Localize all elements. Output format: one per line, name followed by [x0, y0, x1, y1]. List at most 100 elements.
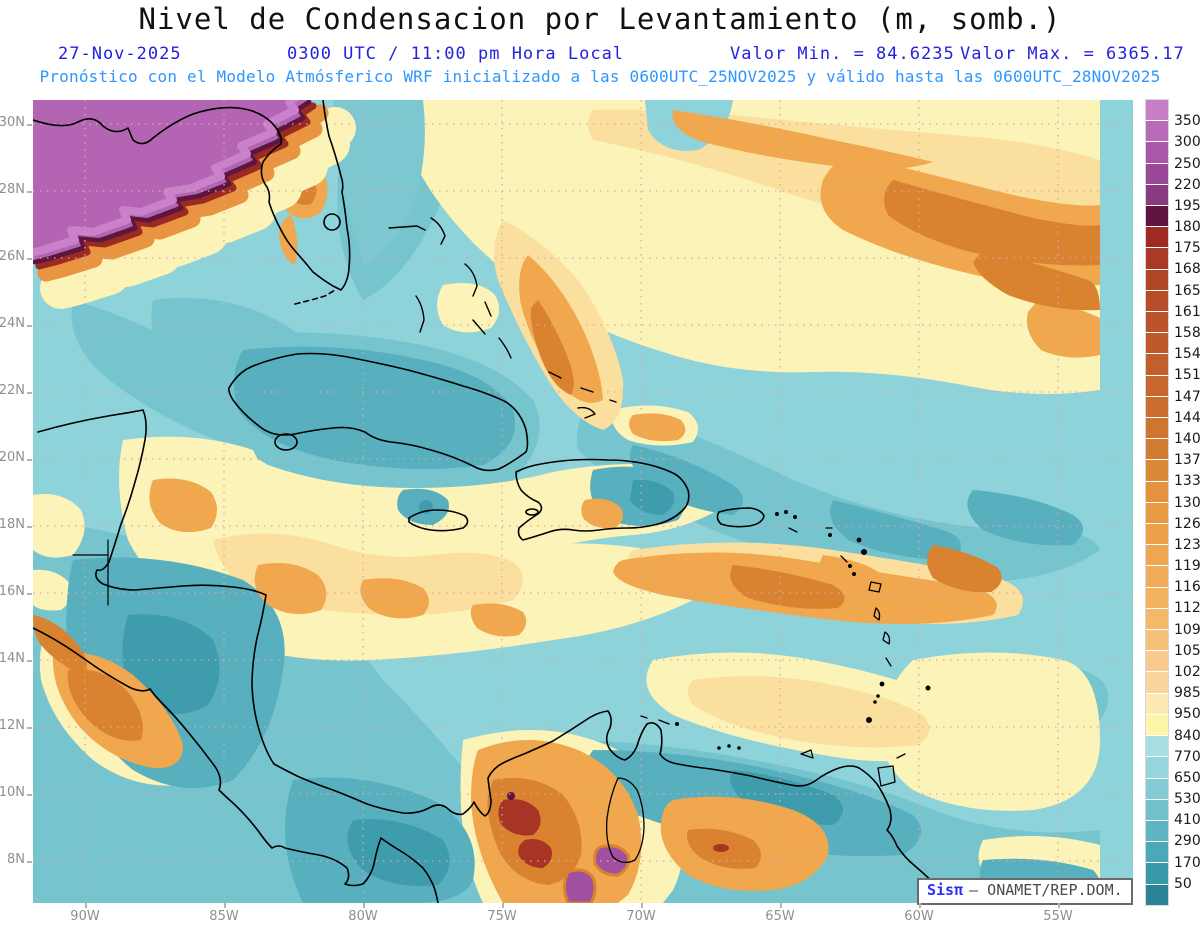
colorbar-label: 1370 [1174, 452, 1200, 469]
colorbar-labels: 3500 3000 2500 2200 1950 1800 1750 1685 1650 1615… [1174, 100, 1200, 912]
colorbar-segment [1146, 714, 1168, 737]
colorbar-label: 1510 [1174, 367, 1200, 384]
colorbar-segment [1146, 736, 1168, 758]
colorbar-segment [1146, 757, 1168, 779]
lat-tick [27, 727, 32, 729]
lat-tick [27, 258, 32, 260]
lat-label: 16N [0, 584, 25, 599]
date-label: 27-Nov-2025 [58, 44, 182, 64]
colorbar-segment [1146, 163, 1168, 185]
lat-tick [27, 526, 32, 528]
colorbar-label: 170 [1174, 854, 1200, 871]
colorbar-label: 1685 [1174, 261, 1200, 278]
colorbar-label: 1195 [1174, 558, 1200, 575]
colorbar-segment [1146, 672, 1168, 694]
lat-label: 10N [0, 785, 25, 800]
colorbar-label: 530 [1174, 791, 1200, 808]
purple-region-northwest [33, 100, 335, 288]
colorbar-label: 1160 [1174, 579, 1200, 596]
colorbar-segment [1146, 820, 1168, 843]
colorbar-segment [1146, 248, 1168, 270]
colorbar-label: 1300 [1174, 494, 1200, 511]
colorbar-label: 840 [1174, 727, 1200, 744]
colorbar-label: 1650 [1174, 282, 1200, 299]
colorbar-segment [1146, 227, 1168, 249]
colorbar-label: 1475 [1174, 388, 1200, 405]
lat-tick [27, 124, 32, 126]
meta-row: 27-Nov-2025 0300 UTC / 11:00 pm Hora Loc… [0, 44, 1200, 64]
colorbar-label: 1265 [1174, 515, 1200, 532]
colorbar-segment [1146, 863, 1168, 885]
colorbar-segment [1146, 460, 1168, 482]
valid-time-label: 0300 UTC / 11:00 pm Hora Local [287, 44, 625, 64]
colorbar-segment [1146, 693, 1168, 715]
maroon-dot [507, 792, 515, 800]
colorbar-segment [1146, 269, 1168, 291]
colorbar-label: 1230 [1174, 536, 1200, 553]
colorbar-label: 1055 [1174, 642, 1200, 659]
colorbar-segment [1146, 842, 1168, 864]
lon-label: 70W [626, 909, 656, 924]
colorbar-label: 290 [1174, 833, 1200, 850]
colorbar-label: 950 [1174, 706, 1200, 723]
lat-tick [27, 660, 32, 662]
colorbar-label: 1545 [1174, 346, 1200, 363]
colorbar-segment [1146, 481, 1168, 503]
lon-tick [502, 903, 504, 908]
lat-label: 30N [0, 115, 25, 130]
red-spots [498, 799, 729, 868]
lat-label: 18N [0, 517, 25, 532]
colorbar-label: 3500 [1174, 113, 1200, 130]
colorbar-segment [1146, 608, 1168, 631]
watermark-text: – ONAMET/REP.DOM. [969, 881, 1123, 899]
coastlines [33, 100, 952, 903]
lat-tick [27, 392, 32, 394]
min-value-label: Valor Min. = 84.6235 [730, 44, 955, 64]
colorbar-label: 1800 [1174, 219, 1200, 236]
colorbar-segment [1146, 312, 1168, 334]
colorbar-segment [1146, 502, 1168, 525]
colorbar-label: 410 [1174, 812, 1200, 829]
lon-label: 65W [765, 909, 795, 924]
colorbar-segment [1146, 439, 1168, 461]
colorbar-segment [1146, 396, 1168, 419]
lat-tick [27, 191, 32, 193]
colorbar-label: 1335 [1174, 473, 1200, 490]
colorbar-label: 1020 [1174, 663, 1200, 680]
watermark-brand: Sisπ [927, 881, 964, 899]
lon-tick [1058, 903, 1060, 908]
lat-tick [27, 593, 32, 595]
colorbar-segment [1146, 524, 1168, 546]
colorbar-segment [1146, 100, 1168, 122]
colorbar-segment [1146, 799, 1168, 821]
lon-label: 80W [348, 909, 378, 924]
colorbar-label: 985 [1174, 685, 1200, 702]
colorbar-label: 50 [1174, 875, 1192, 892]
lon-label: 85W [209, 909, 239, 924]
colorbar-segment [1146, 778, 1168, 800]
colorbar-segment [1146, 566, 1168, 588]
lon-tick [363, 903, 365, 908]
forecast-line: Pronóstico con el Modelo Atmósferico WRF… [39, 67, 1161, 86]
page-title: Nivel de Condensacion por Levantamiento … [138, 2, 1062, 36]
colorbar-segment [1146, 184, 1168, 207]
colorbar-segment [1146, 354, 1168, 376]
lon-label: 60W [904, 909, 934, 924]
colorbar-label: 3000 [1174, 134, 1200, 151]
colorbar-label: 1125 [1174, 600, 1200, 617]
lat-label: 20N [0, 450, 25, 465]
lon-label: 90W [70, 909, 100, 924]
colorbar-label: 1405 [1174, 430, 1200, 447]
lon-tick [641, 903, 643, 908]
lat-label: 12N [0, 718, 25, 733]
latitude-axis: 30N 28N 26N 24N 22N 20N 18N 16N 14N 12N 10N 8N [0, 100, 32, 903]
purple-patches-south [563, 844, 630, 903]
colorbar-label: 1750 [1174, 240, 1200, 257]
dark-orange-cores [33, 171, 1100, 885]
lat-label: 24N [0, 316, 25, 331]
lon-label: 55W [1043, 909, 1073, 924]
lon-tick [224, 903, 226, 908]
lat-label: 14N [0, 651, 25, 666]
colorbar-label: 1950 [1174, 197, 1200, 214]
